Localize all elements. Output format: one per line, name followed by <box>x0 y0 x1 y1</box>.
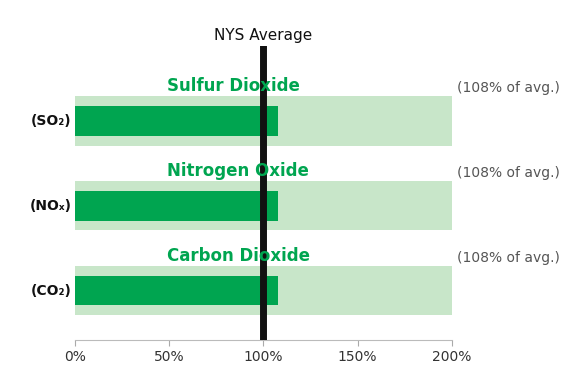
Bar <box>75 266 452 315</box>
Bar <box>75 191 278 220</box>
Bar <box>75 96 452 146</box>
Bar <box>75 181 452 230</box>
Text: (108% of avg.): (108% of avg.) <box>457 81 560 95</box>
Text: (SO₂): (SO₂) <box>31 114 71 128</box>
Text: (NOₓ): (NOₓ) <box>30 199 71 213</box>
Text: Nitrogen Oxide: Nitrogen Oxide <box>167 162 309 180</box>
Text: (108% of avg.): (108% of avg.) <box>457 251 560 265</box>
Bar <box>75 106 278 136</box>
Text: (CO₂): (CO₂) <box>31 283 71 298</box>
Text: (108% of avg.): (108% of avg.) <box>457 166 560 180</box>
Text: Sulfur Dioxide: Sulfur Dioxide <box>167 78 301 95</box>
Text: Carbon Dioxide: Carbon Dioxide <box>167 247 310 265</box>
Text: NYS Average: NYS Average <box>214 28 313 43</box>
Bar <box>75 276 278 305</box>
